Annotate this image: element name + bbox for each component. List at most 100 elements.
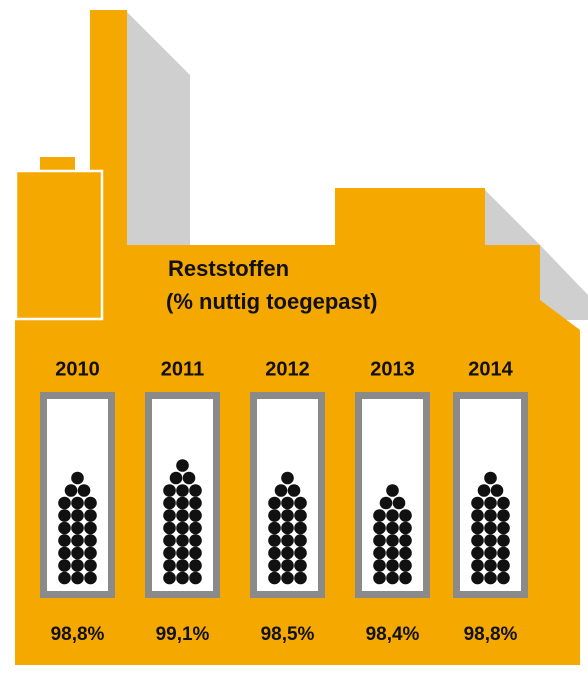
dot: [268, 509, 281, 522]
dot: [163, 497, 176, 510]
dot: [386, 522, 399, 535]
dot: [84, 522, 97, 535]
dot: [281, 559, 294, 572]
dot: [189, 534, 202, 547]
dot: [491, 484, 504, 497]
value-label: 98,8%: [51, 624, 105, 645]
year-label: 2014: [468, 358, 513, 380]
dot: [399, 559, 412, 572]
value-label: 98,8%: [464, 624, 518, 645]
dot: [71, 559, 84, 572]
dot: [471, 559, 484, 572]
dot: [163, 559, 176, 572]
dot: [294, 497, 307, 510]
dot: [84, 547, 97, 560]
dot: [281, 509, 294, 522]
dot: [471, 547, 484, 560]
chart-subtitle: (% nuttig toegepast): [166, 289, 377, 314]
dot: [268, 547, 281, 560]
dot: [471, 572, 484, 585]
dot: [84, 534, 97, 547]
year-label: 2013: [370, 358, 415, 380]
dot: [386, 559, 399, 572]
dot: [484, 509, 497, 522]
dot: [84, 509, 97, 522]
value-label: 98,4%: [366, 624, 420, 645]
dot: [399, 522, 412, 535]
dot: [163, 522, 176, 535]
dot: [471, 497, 484, 510]
dot: [163, 484, 176, 497]
year-label: 2012: [265, 358, 310, 380]
dot: [281, 472, 294, 485]
dot: [386, 547, 399, 560]
dot: [268, 497, 281, 510]
dot: [373, 509, 386, 522]
dot: [71, 472, 84, 485]
dot: [71, 572, 84, 585]
dot: [176, 509, 189, 522]
dot: [176, 459, 189, 472]
dot: [84, 572, 97, 585]
dot: [176, 522, 189, 535]
year-label: 2010: [55, 358, 100, 380]
dot: [189, 497, 202, 510]
dot: [294, 572, 307, 585]
dot: [281, 572, 294, 585]
dot: [484, 559, 497, 572]
tower: [16, 171, 102, 319]
dot: [373, 522, 386, 535]
dot: [84, 497, 97, 510]
dot: [176, 534, 189, 547]
dot: [163, 547, 176, 560]
dot: [189, 559, 202, 572]
value-label: 98,5%: [261, 624, 315, 645]
dot: [484, 497, 497, 510]
dot: [176, 497, 189, 510]
dot: [294, 509, 307, 522]
dot: [163, 534, 176, 547]
dot: [268, 572, 281, 585]
chart-title: Reststoffen: [168, 256, 289, 281]
dot: [189, 547, 202, 560]
dot: [386, 484, 399, 497]
dot: [163, 572, 176, 585]
dot: [163, 509, 176, 522]
dot: [484, 547, 497, 560]
dot: [189, 509, 202, 522]
dot: [71, 509, 84, 522]
dot: [373, 547, 386, 560]
dot: [399, 509, 412, 522]
dot: [58, 522, 71, 535]
dot: [484, 472, 497, 485]
dot: [189, 572, 202, 585]
shadow: [485, 190, 540, 250]
dot: [386, 509, 399, 522]
dot: [497, 534, 510, 547]
year-label: 2011: [161, 358, 204, 380]
dot: [170, 472, 183, 485]
dot: [484, 522, 497, 535]
shadow: [127, 12, 190, 245]
dot: [58, 572, 71, 585]
dot: [478, 484, 491, 497]
dot: [268, 534, 281, 547]
dot: [373, 572, 386, 585]
dot: [497, 572, 510, 585]
dot: [58, 497, 71, 510]
dot: [281, 534, 294, 547]
dot: [176, 484, 189, 497]
dot: [497, 559, 510, 572]
dot: [268, 559, 281, 572]
dot: [471, 509, 484, 522]
dot: [294, 559, 307, 572]
dot: [71, 522, 84, 535]
dot: [58, 547, 71, 560]
dot: [58, 559, 71, 572]
dot: [176, 559, 189, 572]
dot: [65, 484, 78, 497]
dot: [58, 534, 71, 547]
dot: [497, 522, 510, 535]
dot: [294, 522, 307, 535]
dot: [393, 497, 406, 510]
